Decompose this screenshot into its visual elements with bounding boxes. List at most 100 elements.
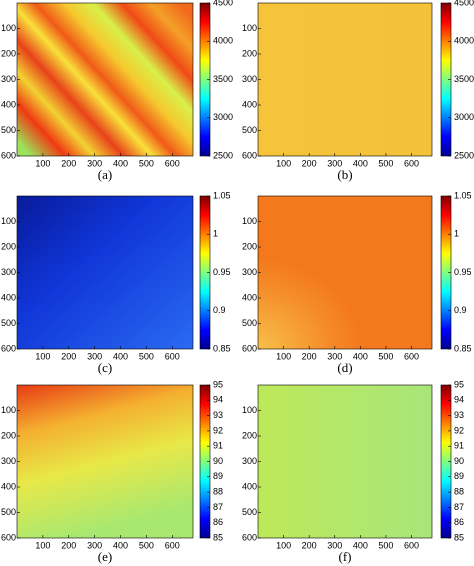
colorbar-tick-label: 91	[454, 441, 464, 451]
y-tick-label: 500	[1, 125, 16, 135]
colorbar-tick-label: 2500	[454, 150, 474, 160]
x-tick-label: 100	[276, 158, 291, 168]
x-tick-label: 100	[276, 351, 291, 361]
x-tick-label: 200	[61, 158, 76, 168]
x-tick-label: 100	[35, 351, 50, 361]
colorbar-tick-label: 86	[213, 517, 223, 527]
colorbar-tick-label: 1	[213, 229, 218, 239]
y-tick-label: 500	[242, 125, 257, 135]
colorbar-tick-label: 0.85	[454, 343, 472, 353]
x-tick-label: 100	[35, 158, 50, 168]
colorbar-tick-label: 90	[454, 456, 464, 466]
x-tick-label: 500	[139, 540, 154, 550]
colorbar-tick-label: 4000	[454, 36, 474, 46]
x-tick-label: 400	[113, 158, 128, 168]
y-tick-label: 300	[242, 74, 257, 84]
panel-caption: (b)	[337, 167, 352, 182]
x-tick-label: 400	[113, 351, 128, 361]
colorbar-tick-label: 88	[454, 486, 464, 496]
x-tick-label: 500	[139, 351, 154, 361]
y-tick-label: 100	[242, 23, 257, 33]
y-tick-label: 400	[1, 481, 16, 491]
x-tick-label: 400	[113, 540, 128, 550]
x-tick-label: 500	[378, 351, 393, 361]
colorbar-tick-label: 89	[213, 471, 223, 481]
y-tick-label: 200	[1, 241, 16, 251]
colorbar-tick-label: 0.95	[454, 267, 472, 277]
colorbar-tick-label: 94	[454, 395, 464, 405]
x-tick-label: 300	[87, 351, 102, 361]
y-tick-label: 400	[1, 292, 16, 302]
colorbar-tick-label: 85	[454, 532, 464, 542]
colorbar-tick-label: 3500	[213, 74, 233, 84]
colorbar-tick-label: 4500	[213, 0, 233, 7]
colorbar-tick-label: 92	[213, 425, 223, 435]
heatmap-image	[257, 2, 433, 157]
colorbar-tick-label: 89	[454, 471, 464, 481]
heatmap-image	[16, 2, 194, 157]
colorbar-tick-label: 87	[213, 502, 223, 512]
panel-caption: (a)	[98, 167, 112, 182]
x-tick-label: 200	[61, 540, 76, 550]
x-tick-label: 600	[404, 158, 419, 168]
x-tick-label: 400	[353, 158, 368, 168]
y-tick-label: 400	[242, 99, 257, 109]
y-tick-label: 200	[242, 48, 257, 58]
y-tick-label: 500	[1, 507, 16, 517]
colorbar-tick-label: 1.05	[454, 190, 472, 200]
y-tick-label: 200	[1, 430, 16, 440]
x-tick-label: 200	[302, 540, 317, 550]
colorbar-tick-label: 3500	[454, 74, 474, 84]
heatmap-image	[257, 195, 433, 350]
x-tick-label: 400	[353, 540, 368, 550]
y-tick-label: 100	[1, 405, 16, 415]
y-tick-label: 500	[242, 507, 257, 517]
y-tick-label: 600	[1, 150, 16, 160]
y-tick-label: 600	[242, 150, 257, 160]
x-tick-label: 600	[404, 540, 419, 550]
heatmap-image	[16, 195, 194, 350]
colorbar-tick-label: 0.9	[454, 305, 467, 315]
x-tick-label: 200	[302, 158, 317, 168]
colorbar-tick-label: 93	[454, 410, 464, 420]
y-tick-label: 400	[242, 481, 257, 491]
colorbar-tick-label: 95	[454, 379, 464, 389]
y-tick-label: 300	[1, 74, 16, 84]
panel-caption: (c)	[98, 360, 112, 375]
x-tick-label: 300	[327, 351, 342, 361]
x-tick-label: 600	[404, 351, 419, 361]
y-tick-label: 600	[242, 532, 257, 542]
colorbar-tick-label: 1.05	[213, 190, 231, 200]
colorbar-tick-label: 95	[213, 379, 223, 389]
colorbar-tick-label: 91	[213, 441, 223, 451]
y-tick-label: 400	[242, 292, 257, 302]
colorbar-tick-label: 1	[454, 229, 459, 239]
y-tick-label: 200	[242, 430, 257, 440]
panel-caption: (d)	[337, 360, 352, 375]
heatmap-image	[16, 384, 194, 539]
x-tick-label: 600	[165, 351, 180, 361]
colorbar-tick-label: 85	[213, 532, 223, 542]
y-tick-label: 500	[242, 318, 257, 328]
y-tick-label: 600	[1, 532, 16, 542]
y-tick-label: 100	[242, 216, 257, 226]
y-tick-label: 600	[242, 343, 257, 353]
colorbar-tick-label: 87	[454, 502, 464, 512]
x-tick-label: 600	[165, 540, 180, 550]
colorbar-tick-label: 4500	[454, 0, 474, 7]
colorbar-tick-label: 3000	[213, 112, 233, 122]
x-tick-label: 200	[61, 351, 76, 361]
y-tick-label: 400	[1, 99, 16, 109]
y-tick-label: 500	[1, 318, 16, 328]
x-tick-label: 500	[378, 540, 393, 550]
y-tick-label: 300	[242, 267, 257, 277]
panel-caption: (e)	[98, 549, 112, 564]
x-tick-label: 100	[276, 540, 291, 550]
colorbar-tick-label: 2500	[213, 150, 233, 160]
colorbar-tick-label: 86	[454, 517, 464, 527]
y-tick-label: 100	[1, 23, 16, 33]
colorbar-tick-label: 0.9	[213, 305, 226, 315]
colorbar-tick-label: 4000	[213, 36, 233, 46]
x-tick-label: 400	[353, 351, 368, 361]
